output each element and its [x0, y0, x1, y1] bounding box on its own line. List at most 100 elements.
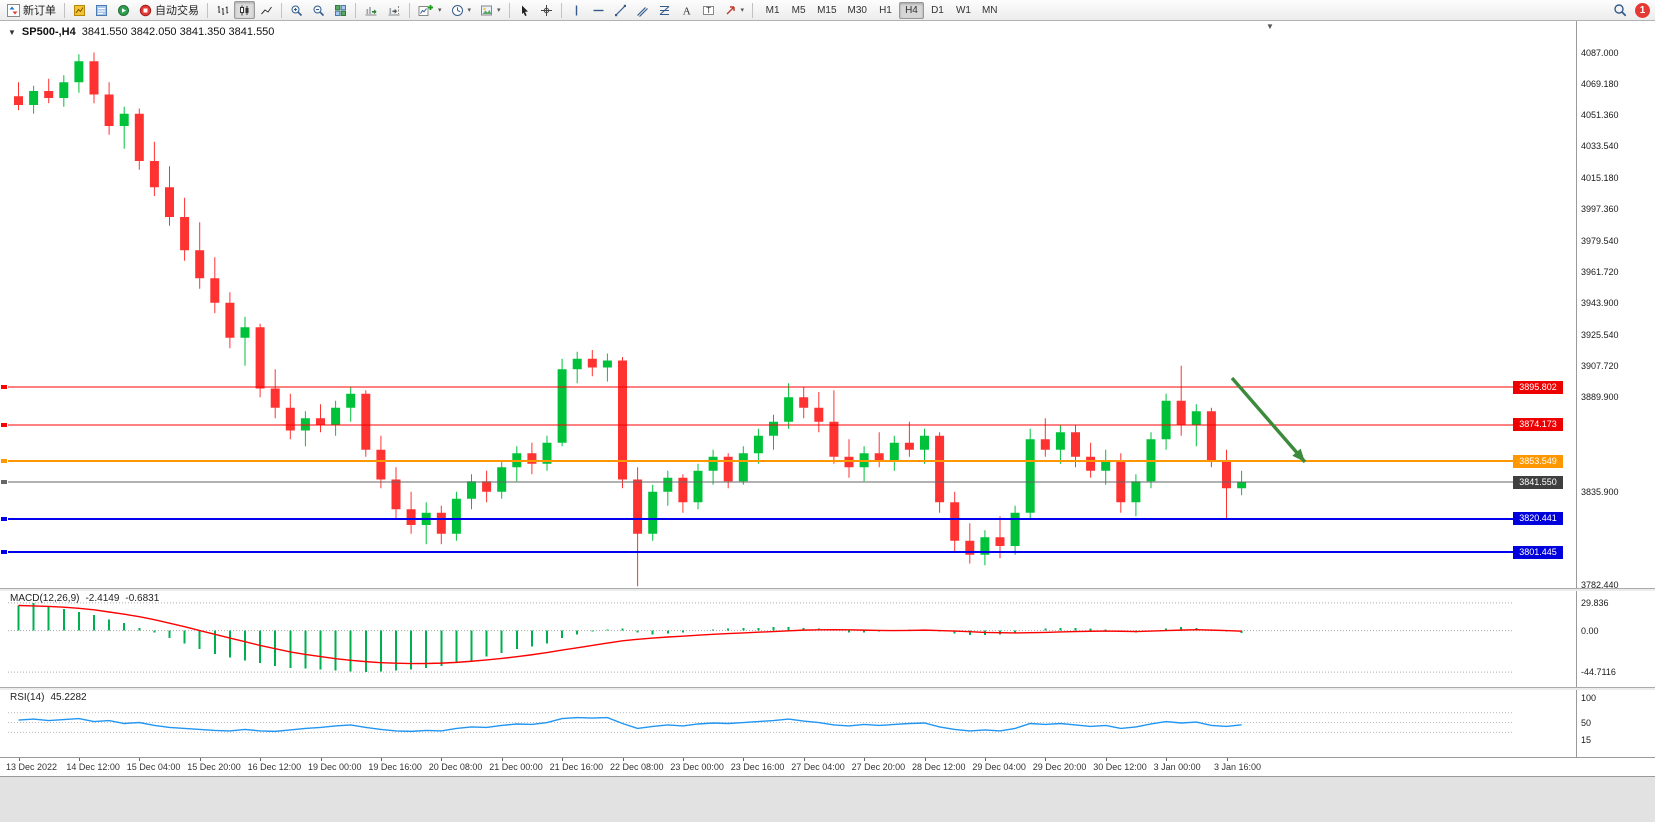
time-axis-tick	[984, 758, 986, 761]
channel-tool-button[interactable]	[632, 1, 653, 19]
horizontal-line-icon	[593, 9, 604, 11]
timeframe-m5[interactable]: M5	[791, 4, 806, 16]
candle	[587, 350, 597, 377]
candle	[104, 82, 114, 135]
time-axis-label: 23 Dec 00:00	[670, 762, 724, 772]
timeframe-m15[interactable]: M15	[817, 4, 837, 16]
candle	[1116, 453, 1126, 513]
candle	[406, 491, 416, 534]
macd-signal-line	[18, 604, 1242, 665]
candle	[482, 470, 492, 503]
time-axis-tick	[1166, 758, 1168, 761]
line-chart-type-button[interactable]	[256, 1, 277, 19]
rsi-value: 45.2282	[50, 692, 87, 703]
hline-anchor[interactable]	[1, 459, 7, 464]
terminal-button[interactable]	[113, 1, 134, 19]
candle	[1101, 449, 1111, 485]
toolbar-right-group: 1	[1609, 1, 1652, 19]
horizontal-line-tool-button[interactable]	[588, 1, 609, 19]
candle	[950, 491, 960, 552]
toolbar-separator	[409, 2, 410, 18]
timeframe-h1[interactable]: H1	[879, 4, 892, 16]
navigator-button[interactable]	[91, 1, 112, 19]
timeframe-d1[interactable]: D1	[931, 4, 944, 16]
timeframe-buttons: M1 M5 M15 M30 H1 H4 D1 W1 MN	[760, 1, 1002, 19]
candlestick-chart[interactable]	[8, 21, 1514, 588]
timeframe-w1[interactable]: W1	[955, 4, 971, 16]
templates-icon	[481, 5, 493, 15]
tile-windows-icon	[335, 4, 346, 16]
auto-scroll-button[interactable]	[360, 1, 382, 19]
time-axis-label: 29 Dec 04:00	[972, 762, 1026, 772]
candle	[678, 474, 688, 513]
candle	[920, 428, 929, 464]
candle	[572, 351, 582, 384]
price-axis-label: 3925.540	[1581, 330, 1619, 341]
dropdown-caret: ▾	[467, 7, 472, 14]
hline-anchor[interactable]	[1, 550, 7, 555]
candle	[210, 257, 220, 314]
chart-title: ▼ SP500-,H4 3841.550 3842.050 3841.350 3…	[8, 26, 274, 38]
candle	[346, 386, 356, 422]
time-axis-tick	[864, 758, 866, 761]
time-axis-tick	[199, 758, 201, 761]
pane-splitter[interactable]	[0, 588, 1655, 591]
hline-anchor[interactable]	[1, 422, 7, 427]
candle	[1237, 470, 1247, 496]
timeframe-mn[interactable]: MN	[981, 4, 998, 16]
crosshair-tool-button[interactable]	[536, 1, 557, 19]
timeframe-m1[interactable]: M1	[765, 4, 780, 16]
arrow-annotation[interactable]	[1230, 376, 1307, 464]
arrows-tool-button[interactable]: ▾	[720, 1, 749, 19]
trendline-tool-button[interactable]	[610, 1, 631, 19]
candle	[255, 323, 265, 398]
hline-anchor[interactable]	[1, 385, 7, 390]
autotrading-button[interactable]: 自动交易	[135, 1, 203, 19]
tile-windows-button[interactable]	[330, 1, 351, 19]
macd-axis-label: 0.00	[1581, 625, 1599, 636]
time-axis-tick	[743, 758, 745, 761]
time-axis-label: 15 Dec 04:00	[126, 762, 181, 772]
bar-chart-type-button[interactable]	[212, 1, 233, 19]
rsi-axis-label: 15	[1581, 734, 1592, 745]
label-tool-button[interactable]: T	[698, 1, 719, 19]
price-line-tag: 3895.802	[1513, 380, 1563, 394]
text-tool-button[interactable]: A	[676, 1, 697, 19]
cursor-icon	[521, 5, 528, 16]
price-line-tag: 3874.173	[1513, 418, 1563, 432]
periods-button[interactable]: ▾	[447, 1, 476, 19]
timeframe-m30[interactable]: M30	[847, 4, 867, 16]
candle	[134, 108, 144, 170]
candle	[648, 484, 658, 541]
cursor-tool-button[interactable]	[514, 1, 535, 19]
time-axis-tick	[562, 758, 564, 761]
chart-shift-marker[interactable]: ▼	[1266, 22, 1274, 31]
hline-anchor[interactable]	[1, 516, 7, 521]
candle	[29, 85, 39, 114]
time-axis-label: 21 Dec 16:00	[549, 762, 604, 772]
time-axis-tick	[1105, 758, 1107, 761]
candle	[1025, 428, 1035, 520]
price-axis-label: 3961.720	[1581, 266, 1619, 277]
candlestick-chart-type-button[interactable]	[234, 1, 255, 19]
zoom-out-button[interactable]	[308, 1, 329, 19]
notification-badge[interactable]: 1	[1635, 2, 1650, 18]
macd-name: MACD(12,26,9)	[10, 593, 80, 604]
vertical-line-tool-button[interactable]	[566, 1, 587, 19]
fibonacci-tool-button[interactable]	[654, 1, 675, 19]
time-axis[interactable]: 13 Dec 2022 14 Dec 12:00 15 Dec 04:00 15 De…	[0, 757, 1655, 776]
hline-anchor[interactable]	[1, 480, 7, 485]
candle	[738, 446, 748, 485]
one-click-trading-toggle[interactable]: ▼	[8, 27, 16, 37]
price-axis-label: 3782.440	[1581, 580, 1619, 591]
search-button[interactable]	[1609, 1, 1631, 19]
zoom-in-button[interactable]	[286, 1, 307, 19]
autotrading-label: 自动交易	[155, 5, 199, 17]
pane-splitter[interactable]	[0, 687, 1655, 690]
new-order-button[interactable]: 新订单	[3, 1, 60, 19]
timeframe-h4[interactable]: H4	[898, 1, 924, 19]
new-chart-button[interactable]: ▾	[414, 1, 446, 19]
chart-shift-button[interactable]	[383, 1, 405, 19]
market-watch-button[interactable]	[69, 1, 90, 19]
templates-button[interactable]: ▾	[476, 1, 505, 19]
